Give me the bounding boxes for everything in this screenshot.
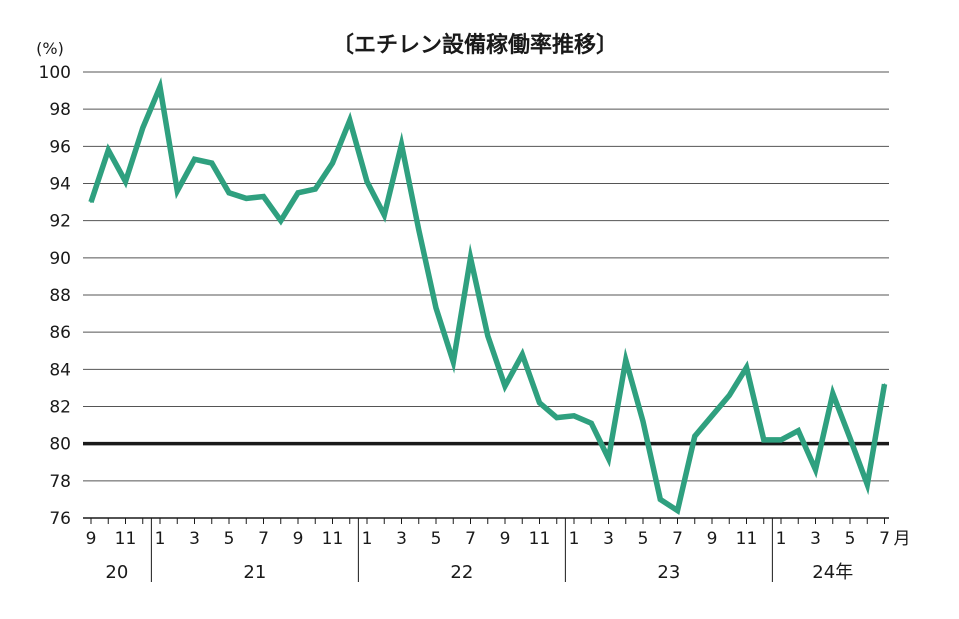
year-label-2: 22 [450, 562, 473, 583]
data-point [573, 415, 575, 417]
x-tick-label-month: 7 [465, 529, 476, 549]
year-label-1: 21 [243, 562, 266, 583]
x-tick-label-month: 1 [776, 529, 787, 549]
y-tick-label-96: 96 [49, 137, 71, 157]
data-point [832, 392, 834, 395]
data-point [814, 468, 817, 471]
x-tick-label-month: 5 [431, 529, 442, 549]
data-point [556, 416, 558, 419]
data-point [366, 180, 368, 183]
data-point [607, 457, 610, 460]
x-tick-label-month: 5 [638, 529, 649, 549]
data-point [745, 366, 748, 369]
year-label-4: 24年 [812, 562, 853, 583]
data-point [159, 86, 161, 88]
data-point [228, 192, 230, 194]
data-point [124, 180, 127, 183]
data-point [659, 498, 662, 501]
data-point [883, 383, 886, 386]
y-tick-label-94: 94 [49, 175, 71, 195]
x-axis-month-unit: 月 [894, 529, 911, 549]
x-tick-label-month: 1 [155, 529, 166, 549]
data-point [314, 188, 317, 190]
data-point [331, 162, 334, 164]
y-tick-label-78: 78 [49, 472, 71, 492]
data-point [590, 422, 593, 425]
y-tick-label-84: 84 [49, 360, 71, 380]
data-point [107, 149, 110, 151]
data-point [694, 435, 696, 438]
data-point [142, 127, 144, 129]
data-point [849, 437, 851, 439]
data-point [262, 195, 265, 198]
data-point [625, 359, 627, 361]
data-point [487, 335, 489, 337]
chart-title: 〔エチレン設備稼働率推移〕 [332, 32, 618, 58]
data-point [280, 219, 282, 222]
data-point [383, 214, 386, 216]
x-tick-label-month: 11 [529, 529, 551, 549]
x-tick-label-month: 3 [189, 529, 200, 549]
x-tick-label-month: 3 [603, 529, 614, 549]
data-point [504, 385, 506, 387]
y-axis-unit-label: (%) [36, 39, 64, 58]
year-label-0: 20 [105, 562, 128, 583]
data-point [193, 158, 196, 161]
data-point [538, 402, 541, 404]
data-point [780, 439, 782, 441]
data-point [866, 483, 869, 486]
x-tick-label-month: 11 [115, 529, 137, 549]
series-line-utilization-rate [88, 77, 888, 516]
y-tick-label-86: 86 [49, 323, 71, 343]
data-point [90, 201, 92, 203]
y-tick-label-82: 82 [49, 398, 71, 418]
series-layer [88, 77, 888, 516]
x-tick-label-month: 7 [672, 529, 683, 549]
y-tick-label-88: 88 [49, 286, 71, 306]
data-point [418, 229, 420, 231]
y-tick-label-98: 98 [49, 100, 71, 120]
data-point [763, 439, 765, 441]
x-tick-label-month: 9 [86, 529, 97, 549]
data-point [297, 192, 299, 194]
x-tick-label-month: 7 [879, 529, 890, 549]
data-point [469, 257, 472, 259]
x-tick-label-month: 1 [569, 529, 580, 549]
x-tick-label-month: 9 [500, 529, 511, 549]
x-tick-label-month: 5 [224, 529, 235, 549]
x-tick-label-month: 9 [293, 529, 304, 549]
data-point [400, 143, 403, 146]
data-point [349, 119, 351, 122]
x-tick-label-month: 11 [322, 529, 344, 549]
data-point [211, 162, 213, 164]
y-axis-tick-labels: 76 78 80 82 84 86 88 90 92 94 96 98 100 [39, 63, 71, 529]
x-tick-label-month: 9 [707, 529, 718, 549]
data-point [676, 509, 679, 512]
x-tick-label-month: 7 [258, 529, 269, 549]
data-point [728, 394, 731, 397]
x-tick-label-month: 3 [810, 529, 821, 549]
y-tick-label-90: 90 [49, 249, 71, 269]
data-point [711, 415, 713, 417]
data-point [642, 420, 644, 423]
data-point [521, 353, 524, 356]
x-axis: 9 11 1 3 5 7 9 11 1 3 5 7 9 11 1 3 5 7 9 11 1 3 5 7 月20 21 22 23 24年 [83, 517, 911, 583]
data-point [452, 361, 455, 363]
x-tick-label-month: 1 [362, 529, 373, 549]
y-tick-label-100: 100 [39, 63, 71, 83]
x-tick-label-month: 11 [736, 529, 758, 549]
y-tick-label-76: 76 [49, 509, 71, 529]
data-point [176, 190, 179, 192]
y-tick-label-92: 92 [49, 212, 71, 232]
data-point [797, 429, 800, 432]
year-label-3: 23 [657, 562, 680, 583]
x-tick-label-month: 5 [845, 529, 856, 549]
gridlines [83, 71, 889, 519]
data-point [245, 197, 248, 200]
y-tick-label-80: 80 [49, 435, 71, 455]
data-point [435, 307, 437, 309]
x-tick-label-month: 3 [396, 529, 407, 549]
